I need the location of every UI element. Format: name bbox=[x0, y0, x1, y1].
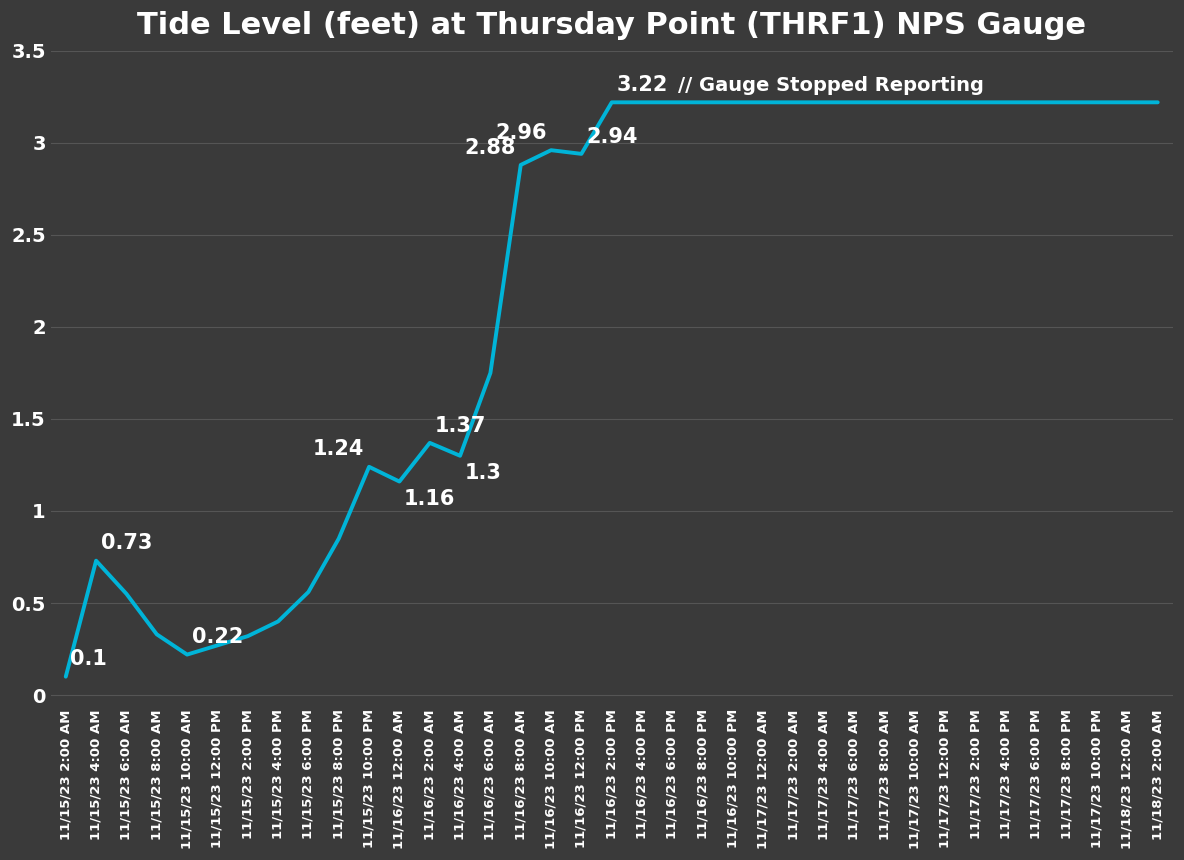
Text: 1.37: 1.37 bbox=[435, 415, 485, 435]
Text: 1.16: 1.16 bbox=[404, 488, 456, 509]
Text: 0.73: 0.73 bbox=[101, 533, 152, 553]
Text: 2.96: 2.96 bbox=[495, 123, 547, 143]
Text: 3.22: 3.22 bbox=[617, 75, 668, 95]
Text: 1.24: 1.24 bbox=[313, 439, 365, 459]
Text: 1.3: 1.3 bbox=[464, 464, 502, 483]
Text: // Gauge Stopped Reporting: // Gauge Stopped Reporting bbox=[678, 76, 984, 95]
Text: 0.22: 0.22 bbox=[192, 627, 243, 648]
Title: Tide Level (feet) at Thursday Point (THRF1) NPS Gauge: Tide Level (feet) at Thursday Point (THR… bbox=[137, 11, 1086, 40]
Text: 0.1: 0.1 bbox=[70, 649, 108, 669]
Text: 2.94: 2.94 bbox=[586, 126, 637, 146]
Text: 2.88: 2.88 bbox=[465, 138, 516, 157]
